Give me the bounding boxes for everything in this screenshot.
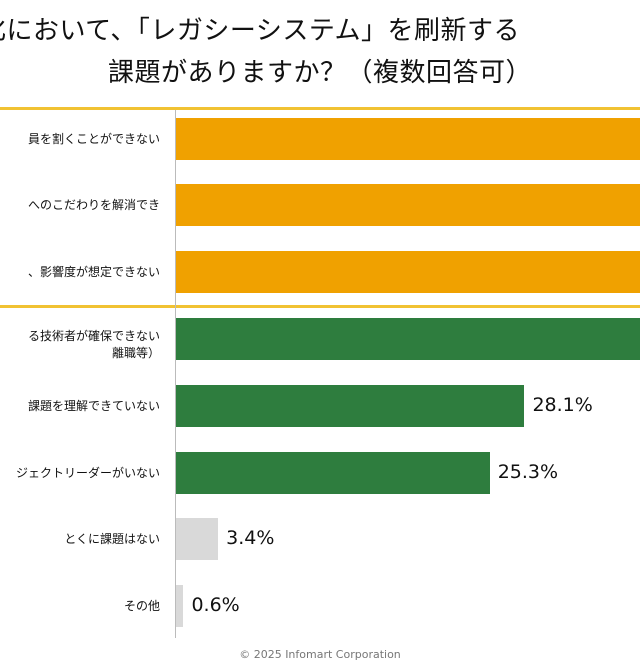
- category-label-line: へのこだわりを解消でき: [27, 197, 160, 212]
- category-label-line: 離職等）: [111, 346, 160, 360]
- data-label-7: 3.4%: [226, 527, 275, 549]
- category-label-line: ジェクトリーダーがいない: [15, 465, 160, 480]
- bar-8: [176, 585, 184, 627]
- category-label-line: 、影響度が想定できない: [27, 264, 160, 279]
- bar-7: [176, 518, 219, 560]
- data-label-5: 28.1%: [532, 394, 593, 416]
- category-label-line: その他: [123, 598, 160, 613]
- bar-1: [176, 118, 640, 160]
- category-label-3: 、影響度が想定できない: [28, 264, 160, 281]
- category-axis-line: [175, 110, 176, 638]
- category-label-line: 員を割くことができない: [27, 131, 160, 146]
- group-divider: [0, 305, 640, 308]
- chart-title-line-2: 課題がありますか？（複数回答可）: [107, 58, 532, 88]
- category-label-line: とくに課題はない: [64, 531, 160, 546]
- bar-5: [176, 385, 525, 427]
- category-label-2: へのこだわりを解消でき: [28, 197, 160, 214]
- category-label-5: 課題を理解できていない: [28, 398, 160, 415]
- category-label-7: とくに課題はない: [64, 531, 160, 548]
- bar-4: [176, 318, 640, 360]
- bar-2: [176, 184, 640, 226]
- chart-title-line-1: 化において、「レガシーシステム」を刷新する: [0, 16, 521, 46]
- category-label-6: ジェクトリーダーがいない: [16, 465, 160, 482]
- category-label-1: 員を割くことができない: [28, 131, 160, 148]
- data-label-6: 25.3%: [497, 461, 559, 483]
- bar-6: [176, 452, 490, 494]
- data-label-8: 0.6%: [191, 594, 240, 616]
- category-label-line: る技術者が確保できない: [27, 329, 160, 343]
- top-rule: [0, 107, 640, 110]
- copyright-footer: © 2025 Infomart Corporation: [239, 648, 401, 661]
- category-label-8: その他: [124, 598, 160, 615]
- category-label-line: 課題を理解できていない: [27, 398, 160, 413]
- category-label-4: る技術者が確保できない離職等）: [28, 328, 160, 362]
- bar-3: [176, 251, 640, 293]
